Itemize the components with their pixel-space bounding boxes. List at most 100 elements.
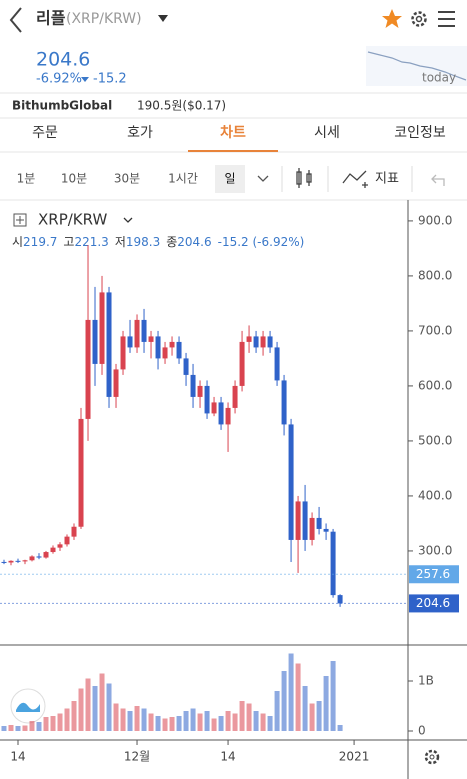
candle-body (43, 552, 49, 558)
volume-bar (295, 663, 301, 731)
volume-bar (288, 653, 294, 731)
candle-body (197, 385, 203, 397)
ohlc-key: 시 (12, 235, 23, 249)
legend-plus (16, 216, 24, 224)
dropdown[interactable] (158, 15, 168, 22)
coin-name: 리플 (36, 9, 66, 28)
chart-type[interactable] (296, 168, 312, 188)
price-badge (409, 594, 459, 613)
undo[interactable] (431, 174, 445, 186)
volume-bar (197, 713, 203, 731)
candle-body (253, 336, 259, 348)
candle-body (64, 536, 70, 545)
candle-body (78, 418, 84, 527)
ohlc-value: 198.3 (126, 235, 160, 249)
candle-body (302, 501, 308, 540)
interval-more[interactable] (257, 175, 269, 182)
candle-body (288, 424, 294, 540)
ohlc-value: 219.7 (23, 235, 57, 249)
volume-bar (106, 683, 112, 731)
volume-bar (183, 711, 189, 731)
volume-bar (211, 718, 217, 731)
volume-bar (85, 678, 91, 731)
ohlc-value: 221.3 (74, 235, 108, 249)
tab-underline (188, 150, 278, 152)
volume-bar (71, 701, 77, 731)
interval[interactable]: 10분 (61, 172, 87, 186)
candle-body (316, 517, 322, 529)
volume-bar (113, 703, 119, 731)
ohlc-key: 고 (63, 235, 74, 249)
volume-bar (302, 686, 308, 731)
candle-body (148, 336, 154, 342)
volume-bar (1, 726, 7, 731)
back-button[interactable] (9, 7, 22, 33)
candle-body (141, 319, 147, 342)
interval[interactable]: 30분 (114, 172, 140, 186)
candle-body (211, 402, 217, 414)
candle-body (113, 369, 119, 397)
volume-bar (57, 713, 63, 731)
volume-bar (50, 716, 56, 731)
tab[interactable]: 코인정보 (394, 125, 446, 141)
volume-bar (78, 688, 84, 731)
candle-body (337, 595, 343, 604)
volume-bar (316, 701, 322, 731)
candle-body (15, 560, 21, 562)
favorite[interactable] (382, 9, 402, 28)
volume-bar (330, 661, 336, 731)
volume-bar (148, 713, 154, 731)
volume-bar (43, 717, 49, 731)
price-badge (409, 565, 459, 584)
volume-bar (134, 706, 140, 731)
volume-bar (309, 703, 315, 731)
candle-body (183, 358, 189, 375)
y-tick-label: 300.0 (418, 543, 452, 557)
candle-body (295, 501, 301, 540)
volume-bar (281, 671, 287, 731)
title-dropdown[interactable] (123, 217, 133, 223)
interval[interactable]: 1분 (17, 172, 36, 186)
candle-body (85, 319, 91, 419)
volume-bar (239, 701, 245, 731)
volume-bar (218, 716, 224, 731)
volume-bar (36, 722, 42, 731)
volume-bar (141, 708, 147, 731)
volume-bar (99, 673, 105, 731)
time-settings[interactable] (424, 749, 440, 765)
tab[interactable]: 시세 (314, 125, 340, 141)
y-tick-label: 400.0 (418, 488, 452, 502)
tab[interactable]: 호가 (127, 125, 153, 141)
x-tick-label: 14 (220, 750, 235, 764)
candle-body (57, 544, 63, 548)
tab[interactable]: 차트 (220, 125, 246, 141)
settings[interactable] (411, 11, 427, 27)
volume-bar (162, 718, 168, 731)
sparkline-label: today (422, 71, 456, 85)
volume-bar (8, 725, 14, 731)
interval[interactable]: 일 (224, 172, 235, 186)
candle-body (127, 336, 133, 348)
indicator-icon[interactable] (342, 170, 368, 188)
volume-bar (190, 708, 196, 731)
indicator-label[interactable]: 지표 (375, 172, 399, 187)
x-tick-label: 14 (10, 750, 25, 764)
last-price: 204.6 (36, 49, 90, 71)
ohlc-change: -15.2 (-6.92%) (218, 235, 305, 249)
menu[interactable] (438, 11, 455, 27)
chart-title: XRP/KRW (38, 211, 107, 229)
volume-bar (22, 725, 28, 731)
ohlc-key: 종 (166, 235, 177, 249)
y-tick-label: 500.0 (418, 433, 452, 447)
x-tick-label: 2021 (339, 750, 370, 764)
y-tick-label: 900.0 (418, 213, 452, 227)
interval[interactable]: 1시간 (168, 172, 198, 186)
tab[interactable]: 주문 (32, 125, 58, 141)
candle-body (281, 380, 287, 425)
volume-bar (323, 676, 329, 731)
candle-body (169, 341, 175, 348)
candle-body (176, 341, 182, 359)
volume-bar (127, 711, 133, 731)
